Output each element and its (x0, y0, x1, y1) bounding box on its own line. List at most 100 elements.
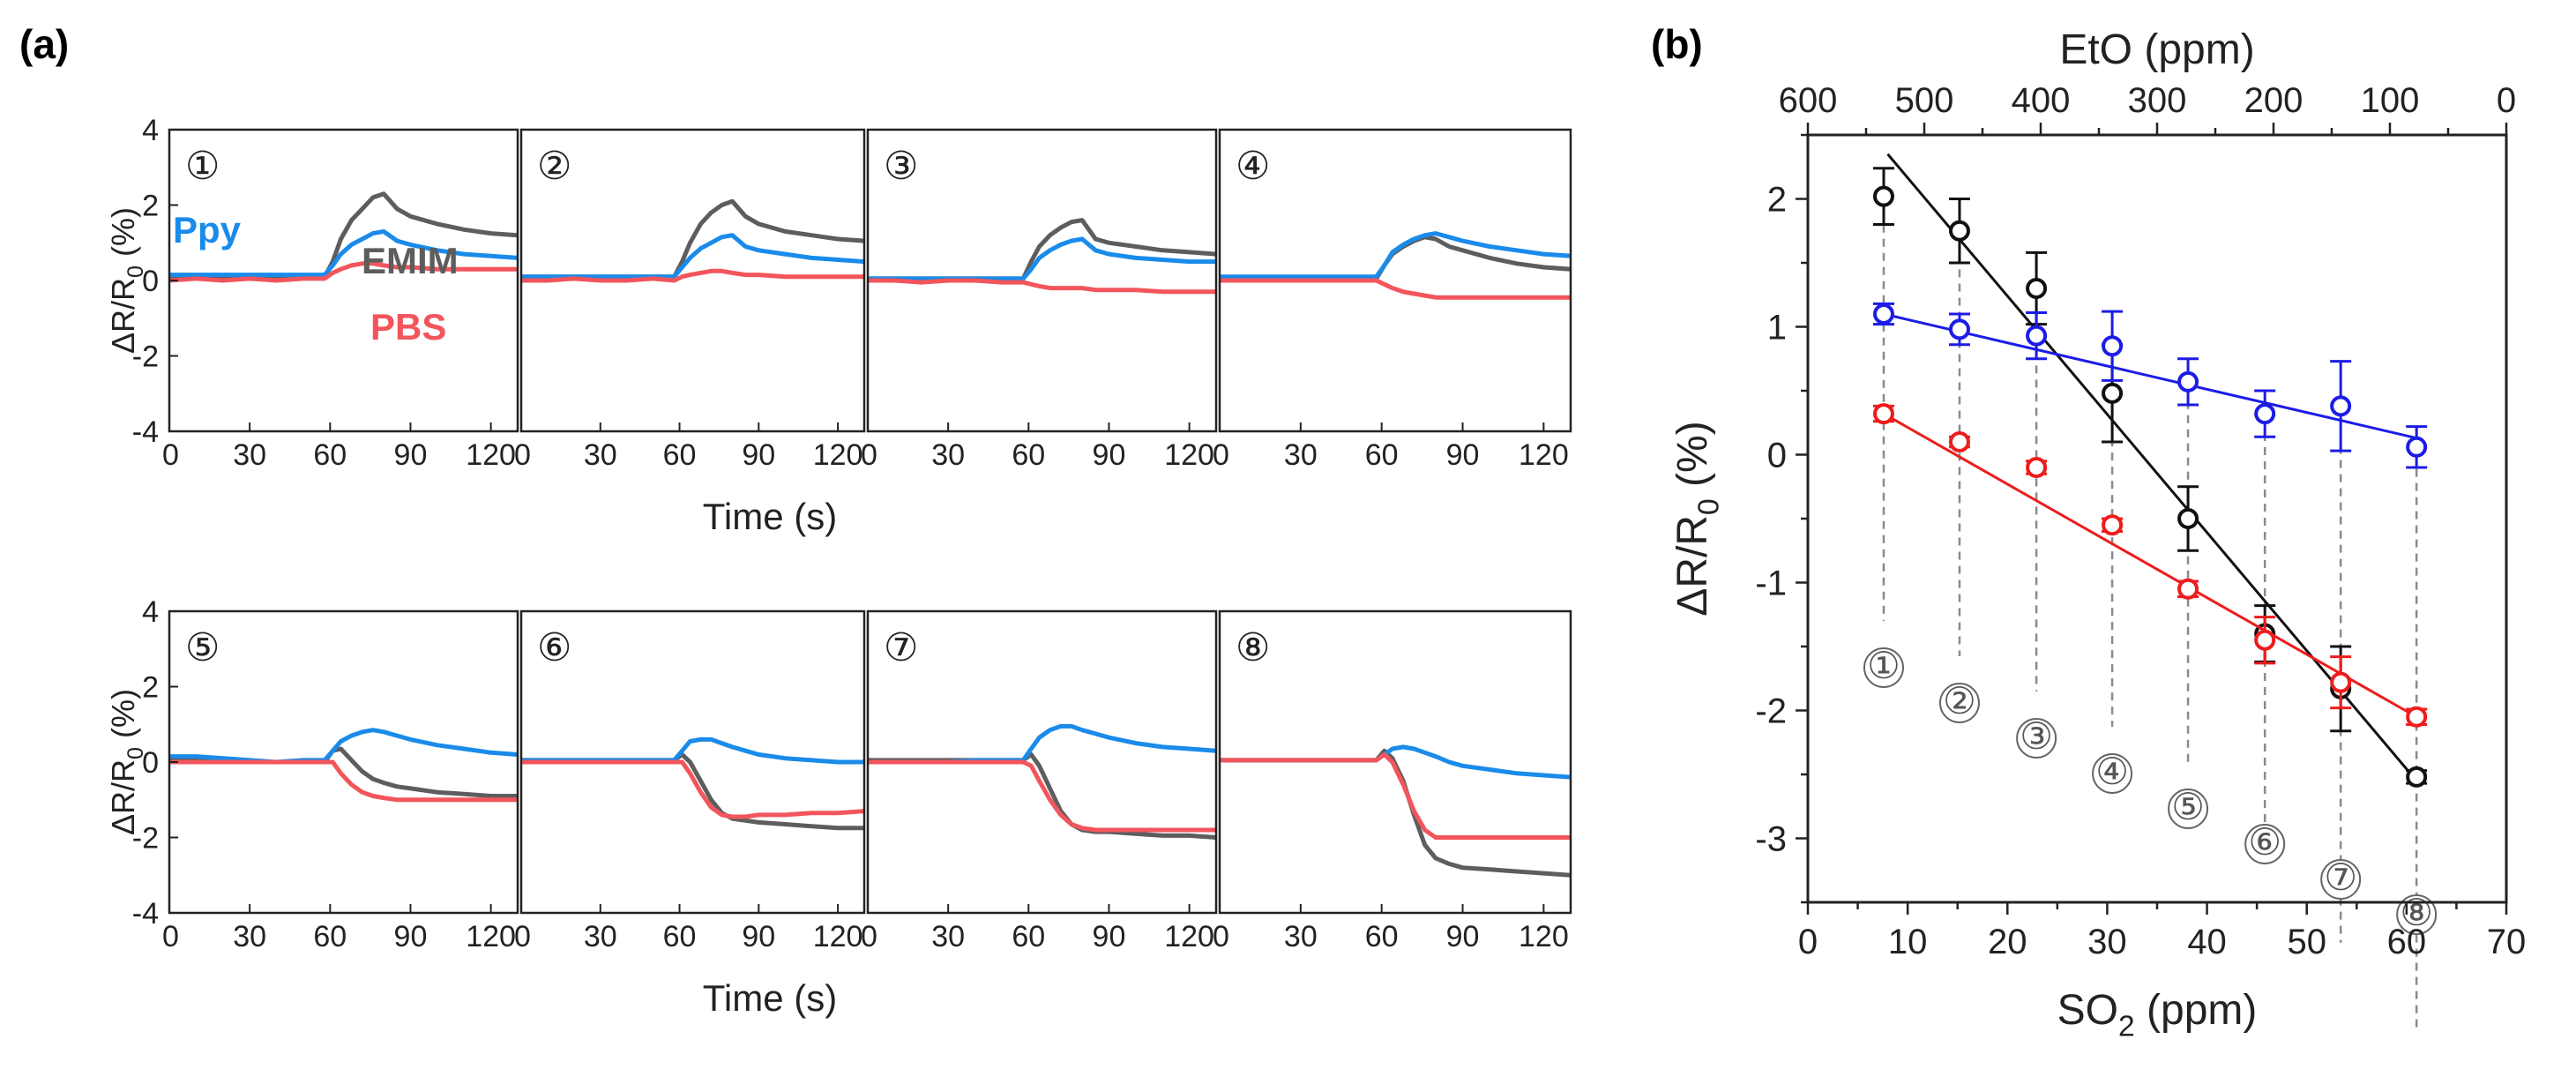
subplot-frame (519, 128, 866, 433)
x-tick-label: 0 (514, 920, 531, 953)
x-tick-label: 30 (2087, 923, 2127, 961)
y-axis-label-tail: (%) (105, 689, 141, 747)
x-tick-label: 60 (1365, 920, 1399, 953)
subplot-number: ⑥ (537, 626, 571, 669)
point-label: ⑥ (2248, 821, 2281, 863)
x-axis-label: Time (s) (703, 977, 837, 1019)
point-label-circle (2092, 753, 2133, 794)
x-tick-label: 0 (514, 438, 531, 472)
data-point-emim (1948, 220, 1970, 242)
series-line-ppy (169, 728, 519, 765)
x-axis-label-tail: (ppm) (2135, 987, 2258, 1034)
series-line-emim (169, 746, 518, 798)
y-tick-label: -2 (132, 822, 159, 856)
y-axis-label-sub: 0 (123, 265, 148, 278)
x-tick-label: 120 (813, 438, 863, 472)
series-line-emim (868, 218, 1217, 281)
subplot-number: ① (185, 145, 220, 188)
x-tick-label: 90 (1093, 438, 1126, 472)
subplot-8: 0 30 60 90 120 ⑧ (1213, 609, 1572, 953)
data-point-emim (1872, 185, 1894, 207)
subplot-2: 0 30 60 90 120 ② (514, 128, 866, 472)
point-label-circle (1938, 683, 1980, 723)
fit-line-pbs (1883, 412, 2417, 719)
data-point-pbs (2102, 514, 2124, 536)
x2-tick-label: 0 (2497, 81, 2516, 120)
series-line-ppy (169, 228, 519, 278)
point-label-circle (2244, 824, 2286, 864)
x2-tick-label: 300 (2128, 81, 2187, 120)
x-tick-label: 90 (742, 438, 775, 472)
y-tick-label: -4 (132, 897, 159, 931)
subplot-number: ④ (1236, 145, 1270, 188)
data-point-emim (2102, 382, 2124, 404)
legend-ppy: Ppy (173, 209, 242, 250)
x-tick-label: 50 (2287, 923, 2326, 961)
data-point-ppy (2406, 436, 2428, 458)
data-point-ppy (2254, 403, 2276, 425)
x-tick-label: 30 (233, 920, 266, 953)
y-axis-label-main: ΔR/R (1669, 515, 1716, 617)
subplot-6: 0 30 60 90 120 ⑥ (514, 609, 866, 953)
y-tick-label: -4 (132, 415, 159, 449)
subplot-number: ⑦ (884, 626, 918, 669)
subplot-7: 0 30 60 90 120 ⑦ (861, 609, 1218, 953)
data-point-ppy (1872, 303, 1894, 325)
x-tick-label: 60 (313, 438, 347, 472)
data-point-ppy (1948, 318, 1970, 340)
x-tick-label: 30 (1284, 920, 1318, 953)
x-tick-label: 0 (162, 920, 179, 953)
x-tick-label: 60 (2387, 923, 2427, 961)
subplot-frame (1218, 609, 1572, 915)
y-axis-label: ΔR/R0 (%) (105, 207, 148, 354)
subplot-4: 0 30 60 90 120 ④ (1213, 128, 1572, 472)
series-line-pbs (868, 278, 1216, 295)
y-tick-label: 2 (142, 190, 159, 223)
x-tick-label: 20 (1988, 923, 2027, 961)
x-tick-label: 120 (466, 920, 516, 953)
series-line-pbs (521, 759, 865, 819)
data-point-pbs (2177, 578, 2199, 600)
point-label: ② (1943, 680, 1976, 721)
y-tick-label: 0 (142, 265, 159, 298)
x-tick-label: 60 (663, 438, 697, 472)
data-point-ppy (2330, 395, 2352, 417)
subplot-number: ⑧ (1236, 626, 1270, 669)
series-line-pbs (169, 759, 518, 803)
y-axis-label-tail: (%) (105, 207, 141, 265)
data-point-pbs (2330, 671, 2352, 693)
y-axis-label-sub: 0 (1692, 498, 1725, 515)
y-tick-label: 2 (1767, 181, 1787, 220)
series-line-pbs (868, 759, 1216, 833)
y-tick-label: 4 (142, 595, 159, 629)
subplot-number: ⑤ (185, 626, 220, 669)
x-tick-label: 30 (233, 438, 266, 472)
point-label-circle (2016, 718, 2057, 759)
x-tick-label: 60 (663, 920, 697, 953)
point-label: ③ (2020, 715, 2053, 757)
x-tick-label: 0 (162, 438, 179, 472)
point-label: ① (1867, 645, 1900, 686)
x-tick-label: 0 (1798, 923, 1818, 961)
y-tick-label: 0 (1767, 437, 1787, 475)
fit-line-ppy (1883, 312, 2417, 440)
x-tick-label: 90 (394, 920, 428, 953)
y-axis-label-tail: (%) (1669, 421, 1716, 498)
series-line-pbs (521, 268, 864, 283)
point-label: ④ (2095, 751, 2129, 792)
data-point-pbs (2406, 706, 2428, 728)
y-axis-label: ΔR/R0 (%) (105, 689, 148, 835)
x-axis-label-main: SO (2057, 987, 2118, 1034)
x-tick-label: 30 (931, 438, 965, 472)
x-axis-label-sub: 2 (2118, 1010, 2135, 1043)
y-axis-label-sub: 0 (123, 747, 148, 759)
x-tick-label: 120 (466, 438, 516, 472)
x-tick-label: 120 (1164, 920, 1214, 953)
data-point-emim (2406, 766, 2428, 788)
series-line-emim (868, 752, 1217, 840)
x2-tick-label: 400 (2012, 81, 2071, 120)
